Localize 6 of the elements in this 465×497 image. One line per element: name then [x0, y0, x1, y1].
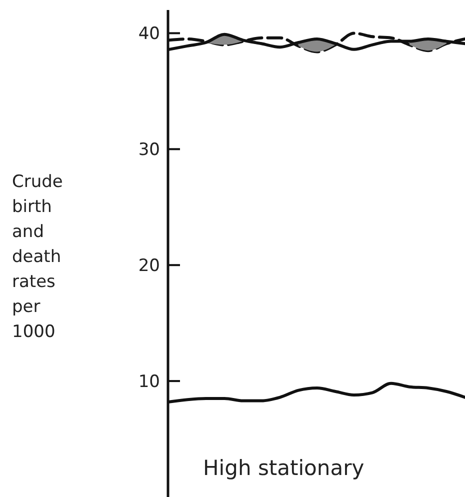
y-tick-label: 20	[138, 256, 160, 276]
y-tick-label: 30	[138, 140, 160, 160]
y-axis-title: Crude birth and death rates per 1000	[12, 172, 63, 342]
y-tick-label: 10	[138, 372, 160, 392]
annotation: High stationary	[203, 456, 364, 480]
y-tick-label: 40	[138, 24, 160, 44]
